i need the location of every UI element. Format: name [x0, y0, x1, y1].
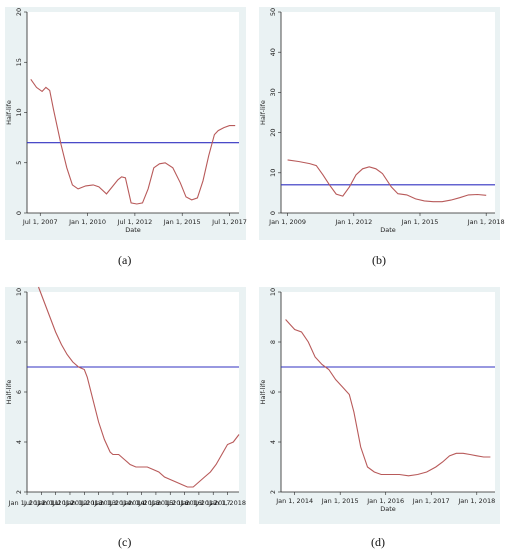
- half-life-series-line: [287, 159, 487, 203]
- y-tick-label: 8: [15, 340, 23, 344]
- panel-label-c: (c): [118, 535, 132, 549]
- x-tick-label: Jan 1, 2010: [68, 218, 106, 226]
- y-tick-label: 2: [269, 490, 277, 494]
- y-tick-label: 0: [15, 211, 23, 215]
- y-tick-label: 50: [269, 8, 277, 16]
- x-tick-label: Jan 1, 2015: [321, 497, 359, 505]
- y-axis-title: Half-life: [259, 380, 267, 405]
- y-tick-label: 10: [15, 288, 23, 296]
- plot-area: [281, 292, 495, 492]
- x-tick-label: Jan 1, 2018: [467, 218, 505, 226]
- x-tick-label: Jul 1, 2017: [211, 218, 247, 226]
- x-tick-label: Jan 1, 2014: [275, 497, 313, 505]
- x-tick-label: Jan 1, 2016: [366, 497, 404, 505]
- y-tick-label: 40: [269, 48, 277, 56]
- y-tick-label: 6: [269, 390, 277, 394]
- y-tick-label: 0: [269, 211, 277, 215]
- y-tick-label: 10: [269, 288, 277, 296]
- x-tick-label: Jan 1, 2014: [93, 499, 131, 507]
- y-tick-label: 10: [269, 169, 277, 177]
- y-axis-title: Half-life: [5, 100, 13, 125]
- x-tick-label: Jul 1, 2012: [52, 499, 88, 507]
- x-axis-title: Date: [380, 505, 396, 513]
- panel-label-d: (d): [371, 535, 385, 549]
- plot-area: [27, 292, 239, 492]
- panel-label-b: (b): [372, 253, 386, 267]
- y-tick-label: 15: [15, 58, 23, 66]
- y-tick-label: 20: [15, 8, 23, 16]
- x-tick-label: Jan 1, 2018: [208, 499, 246, 507]
- x-tick-label: Jul 1, 2014: [109, 499, 145, 507]
- chart-panel-a: 0 5 10 15 20 Jul 1, 2007 Jan 1, 2010 Jul 1, 201…: [5, 7, 247, 240]
- x-tick-label: Jan 1, 2017: [179, 499, 217, 507]
- y-tick-label: 6: [15, 390, 23, 394]
- x-tick-label: Jan 1, 2016: [151, 499, 189, 507]
- x-axis-title: Date: [380, 226, 396, 234]
- half-life-series-line: [285, 319, 491, 477]
- x-tick-label: Jul 1, 2017: [195, 499, 231, 507]
- y-tick-label: 2: [15, 490, 23, 494]
- plot-area: [27, 12, 239, 213]
- x-tick-label: Jan 1, 2012: [334, 218, 372, 226]
- x-tick-label: Jul 1, 2011: [23, 499, 59, 507]
- y-tick-label: 8: [269, 340, 277, 344]
- x-tick-label: Jan 1, 2015: [401, 218, 439, 226]
- y-tick-label: 4: [15, 440, 23, 444]
- y-tick-label: 10: [15, 108, 23, 116]
- x-tick-label: Jan 1, 2009: [268, 218, 306, 226]
- y-tick-label: 30: [269, 88, 277, 96]
- plot-area: [281, 12, 495, 213]
- panel-label-a: (a): [118, 253, 132, 267]
- x-tick-label: Jan 1, 2012: [36, 499, 74, 507]
- chart-panel-d: 2 4 6 8 10 Jan 1, 2014 Jan 1, 2015 Jan 1, 2016 J…: [259, 287, 500, 524]
- x-axis-title: Date: [125, 226, 141, 234]
- half-life-series-line: [30, 78, 236, 205]
- y-axis-title: Half-life: [5, 380, 13, 405]
- x-tick-label: Jan 1, 2017: [412, 497, 450, 505]
- half-life-series-line: [37, 286, 240, 488]
- x-tick-label: Jul 1, 2007: [22, 218, 58, 226]
- x-tick-label: Jul 1, 2015: [138, 499, 174, 507]
- y-tick-label: 4: [269, 440, 277, 444]
- chart-panel-b: 0 10 20 30 40 50 Jan 1, 2009 Jan 1, 2012 Jan 1, …: [259, 7, 505, 240]
- x-tick-label: Jan 1, 2018: [457, 497, 495, 505]
- x-tick-label: Jan 1, 2015: [163, 218, 201, 226]
- y-tick-label: 5: [15, 161, 23, 165]
- x-tick-label: Jan 1, 2015: [122, 499, 160, 507]
- x-tick-label: Jan 1, 2011: [8, 499, 46, 507]
- x-tick-label: Jul 1, 2016: [166, 499, 202, 507]
- y-axis-title: Half-life: [259, 100, 267, 125]
- y-tick-label: 20: [269, 128, 277, 136]
- x-tick-label: Jan 1, 2013: [65, 499, 103, 507]
- x-tick-label: Jul 1, 2012: [117, 218, 153, 226]
- x-tick-label: Jul 1, 2013: [80, 499, 116, 507]
